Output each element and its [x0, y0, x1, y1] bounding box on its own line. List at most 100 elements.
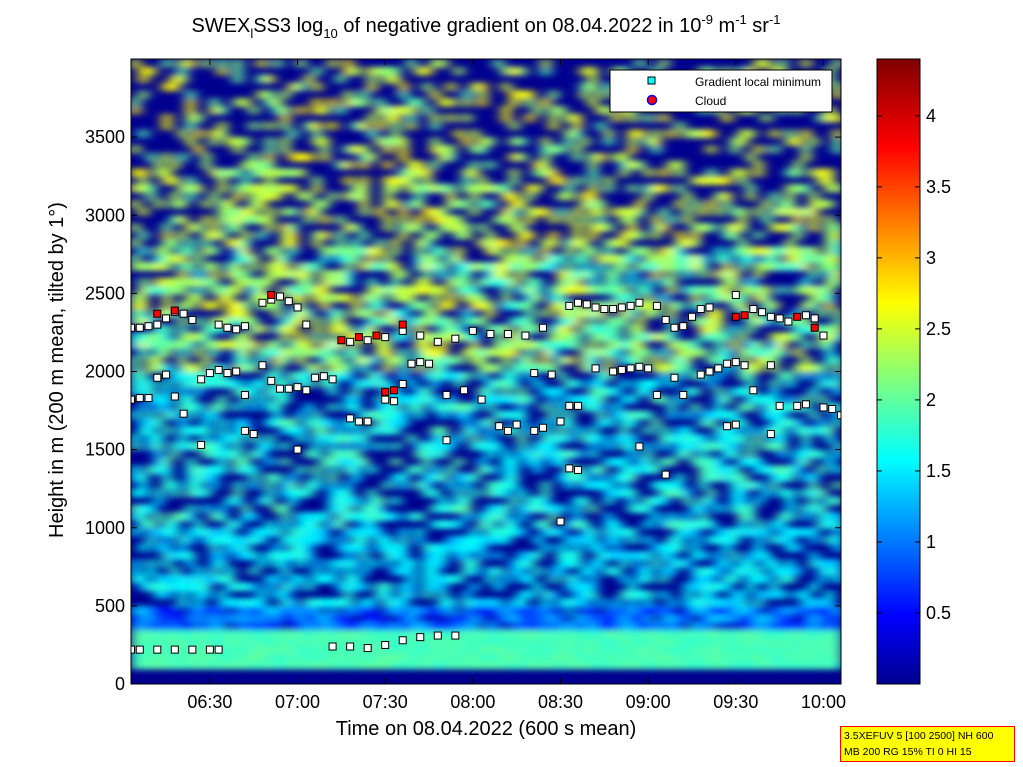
heatmap-cell	[422, 269, 432, 279]
heatmap-cell	[146, 363, 156, 373]
heatmap-cell	[675, 363, 685, 373]
heatmap-cell	[706, 574, 716, 584]
heatmap-cell	[478, 660, 487, 670]
heatmap-cell	[746, 457, 756, 467]
heatmap-cell	[312, 629, 322, 639]
heatmap-cell	[391, 457, 401, 467]
heatmap-cell	[470, 566, 480, 576]
heatmap-cell	[762, 559, 771, 568]
heatmap-cell	[801, 629, 811, 639]
heatmap-cell	[493, 598, 503, 607]
heatmap-cell	[541, 496, 551, 506]
heatmap-cell	[367, 152, 377, 162]
heatmap-cell	[407, 637, 416, 646]
heatmap-cell	[706, 637, 716, 646]
heatmap-cell	[714, 254, 724, 264]
heatmap-cell	[675, 519, 685, 529]
heatmap-cell	[462, 223, 472, 232]
heatmap-cell	[383, 105, 393, 115]
heatmap-cell	[470, 144, 480, 154]
heatmap-cell	[493, 59, 503, 68]
heatmap-cell	[233, 246, 243, 256]
heatmap-cell	[635, 637, 645, 646]
heatmap-cell	[280, 230, 290, 240]
heatmap-cell	[746, 566, 756, 576]
heatmap-cell	[549, 262, 558, 271]
heatmap-cell	[659, 277, 669, 287]
heatmap-cell	[470, 129, 480, 139]
heatmap-cell	[257, 535, 267, 545]
heatmap-cell	[675, 613, 685, 623]
heatmap-cell	[722, 449, 732, 459]
heatmap-cell	[194, 144, 203, 154]
heatmap-cell	[320, 527, 330, 537]
heatmap-cell	[833, 355, 841, 365]
heatmap-cell	[399, 285, 409, 295]
heatmap-cell	[557, 598, 566, 607]
heatmap-cell	[304, 488, 314, 498]
heatmap-cell	[541, 629, 551, 639]
heatmap-cell	[146, 316, 156, 326]
heatmap-cell	[162, 629, 172, 639]
heatmap-cell	[730, 301, 740, 310]
heatmap-cell	[809, 293, 819, 303]
heatmap-cell	[131, 59, 140, 68]
heatmap-cell	[738, 660, 748, 670]
heatmap-cell	[659, 480, 669, 490]
heatmap-cell	[793, 168, 803, 178]
heatmap-cell	[344, 512, 353, 521]
heatmap-cell	[288, 637, 298, 646]
heatmap-cell	[525, 637, 535, 646]
heatmap-cell	[493, 582, 503, 592]
heatmap-cell	[265, 90, 274, 100]
heatmap-cell	[288, 613, 298, 623]
heatmap-cell	[746, 129, 756, 139]
heatmap-cell	[675, 426, 685, 435]
heatmap-cell	[162, 582, 172, 592]
heatmap-cell	[320, 379, 330, 389]
heatmap-cell	[241, 512, 251, 521]
gradient-minimum-point	[425, 359, 434, 368]
heatmap-cell	[738, 457, 748, 467]
heatmap-cell	[699, 465, 708, 475]
heatmap-cell	[777, 519, 787, 529]
heatmap-cell	[770, 355, 779, 365]
heatmap-cell	[186, 465, 196, 475]
parameter-box: 3.5XEFUV 5 [100 2500] NH 600 MB 200 RG 1…	[840, 726, 1015, 762]
heatmap-cell	[580, 324, 590, 334]
heatmap-cell	[651, 309, 661, 318]
heatmap-cell	[596, 629, 606, 639]
heatmap-cell	[762, 402, 771, 412]
heatmap-cell	[454, 519, 464, 529]
heatmap-cell	[612, 293, 622, 303]
heatmap-cell	[620, 168, 629, 178]
heatmap-cell	[667, 410, 677, 420]
heatmap-cell	[375, 660, 385, 670]
heatmap-cell	[194, 574, 203, 584]
heatmap-cell	[131, 168, 140, 178]
heatmap-cell	[785, 473, 795, 482]
heatmap-cell	[493, 629, 503, 639]
heatmap-cell	[446, 621, 456, 631]
heatmap-cell	[328, 269, 338, 279]
heatmap-cell	[217, 230, 227, 240]
gradient-minimum-point	[223, 323, 232, 332]
heatmap-cell	[202, 449, 211, 459]
heatmap-cell	[178, 355, 188, 365]
heatmap-cell	[446, 215, 456, 225]
heatmap-cell	[541, 309, 551, 318]
heatmap-cell	[635, 652, 645, 662]
heatmap-cell	[351, 355, 361, 365]
heatmap-cell	[746, 621, 756, 631]
heatmap-cell	[312, 519, 322, 529]
heatmap-cell	[699, 254, 708, 264]
gradient-minimum-point	[626, 301, 635, 310]
heatmap-cell	[351, 605, 361, 615]
heatmap-cell	[793, 629, 803, 639]
heatmap-cell	[722, 285, 732, 295]
heatmap-cell	[430, 449, 440, 459]
heatmap-cell	[217, 176, 227, 185]
heatmap-cell	[202, 301, 211, 310]
heatmap-cell	[138, 418, 148, 428]
heatmap-cell	[194, 332, 203, 342]
